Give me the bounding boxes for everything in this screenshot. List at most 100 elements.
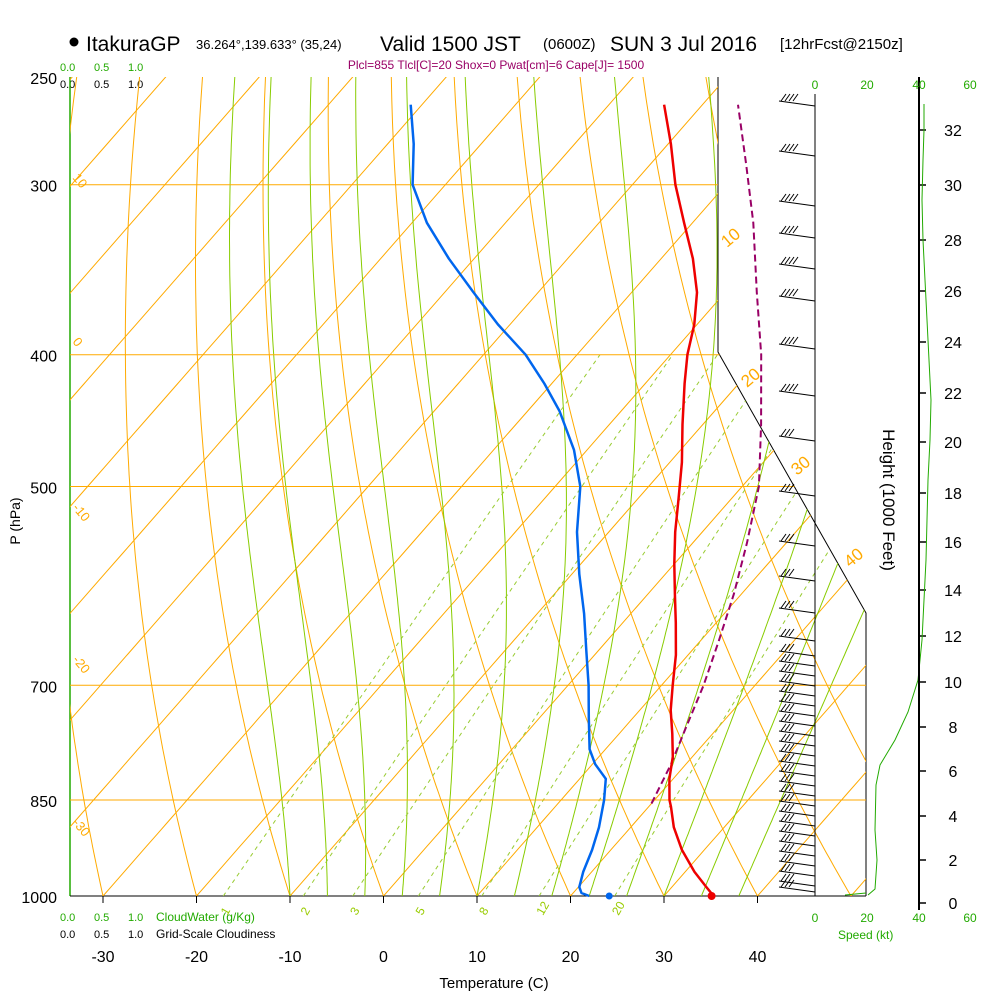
wind-barb [778,713,816,727]
mixing-ratio-line [614,354,866,896]
isotherm-line [383,77,866,896]
moist-adiabat-line [551,77,637,896]
cloudwater-tick-top: 0.5 [94,62,109,74]
dry-adiabat-line [514,77,774,896]
height-tick-label: 10 [944,675,962,692]
height-tick-label: 2 [949,853,958,870]
parcel-line [650,104,763,804]
pressure-tick-label: 850 [30,794,57,811]
temperature-tick-label: 20 [562,949,580,966]
isotherm-line [70,77,375,896]
moist-adiabat-line [406,77,455,896]
height-tick-label: 14 [944,583,962,600]
height-tick-label: 24 [944,335,962,352]
cloudiness-tick-bottom: 1.0 [128,929,143,941]
isotherm-label: -20 [70,652,94,676]
speed-tick-bottom: 20 [860,911,874,925]
speed-tick-bottom: 0 [812,911,819,925]
height-tick-label: 8 [949,720,958,737]
wind-barb [778,483,816,497]
wind-barb [778,879,816,893]
temperature-tick-label: 10 [468,949,486,966]
wind-barb [778,873,816,887]
wind-barb [778,703,816,717]
isotherm-label: 10 [717,224,744,251]
mixing-ratio-label: 2 [298,904,314,917]
isotherm-line [70,77,749,896]
surface-dewpoint-marker [605,892,613,900]
cloud-scale-top: 0.0 0.5 1.0 0.0 0.5 1.0 [60,62,143,91]
speed-scale: 0 20 40 60 0 20 40 60 Speed (kt) [812,78,977,942]
dry-adiabat-line [124,77,205,896]
moist-adiabat-line [355,77,408,896]
mixing-ratio-label: 3 [347,904,363,917]
wind-barb [778,533,816,547]
wind-barb [778,383,816,397]
cloudiness-tick-top: 0.5 [94,79,109,91]
isotherm-line [70,77,562,896]
speed-tick-top: 40 [912,78,926,92]
wind-speed-line [844,892,867,896]
wind-barb [778,833,816,847]
wind-barb [778,143,816,157]
cloudwater-label: CloudWater (g/Kg) [156,910,255,924]
isotherm-line [663,77,866,896]
dry-adiabat-line [195,77,300,896]
thermo-grid [0,53,866,925]
moist-adiabat-line [700,77,866,896]
moist-adiabat-line [588,77,718,896]
wind-barb [778,653,816,667]
moist-adiabat-line [229,77,291,896]
forecast-date: SUN 3 Jul 2016 [610,33,757,56]
moist-adiabat-line [309,77,367,896]
moist-adiabat-line [267,77,328,896]
moist-adiabat-line [663,77,866,896]
dry-adiabat-line [452,77,679,896]
temperature-line [662,104,715,897]
dry-adiabat-line [0,53,18,925]
wind-barb [778,693,816,707]
cloudwater-tick-bottom: 0.0 [60,912,75,924]
speed-tick-bottom: 60 [963,911,977,925]
isotherm-label: -10 [70,500,94,524]
height-tick-label: 16 [944,535,962,552]
mixing-ratio-line [222,354,601,896]
cloudwater-tick-bottom: 0.5 [94,912,109,924]
isotherm-line [102,77,842,896]
wind-barb [778,823,816,837]
speed-tick-top: 0 [812,78,819,92]
wind-barb [778,336,816,350]
wind-barb [778,193,816,207]
isotherm-label: 40 [840,544,867,571]
moist-adiabat-line [513,77,567,896]
dry-adiabat-line [327,77,490,896]
wind-barb [778,793,816,807]
wind-barb [778,643,816,657]
sounding-profiles [409,104,763,900]
pressure-tick-label: 250 [30,71,57,88]
speed-tick-bottom: 40 [912,911,926,925]
isotherm-line [70,77,188,896]
temperature-tick-label: -30 [91,949,114,966]
wind-barb [778,743,816,757]
cloud-scale-bottom: 0.0 0.5 1.0 CloudWater (g/Kg) 0.0 0.5 1.… [60,910,275,941]
height-tick-label: 12 [944,629,962,646]
mixing-ratio-line [538,354,866,896]
wind-barb [778,803,816,817]
wind-barb [778,256,816,270]
isotherm-line [70,77,468,896]
height-tick-label: 22 [944,386,962,403]
wind-barb [778,813,816,827]
cloudwater-tick-top: 1.0 [128,62,143,74]
isotherm-line [850,77,866,896]
wind-barb [778,853,816,867]
wind-barb [778,843,816,857]
forecast-info: [12hrFcst@2150z] [780,36,903,53]
wind-barb [778,628,816,642]
station-name: ItakuraGP [86,33,181,56]
wind-barb [778,863,816,877]
wind-barb [778,663,816,677]
wind-barb [778,753,816,767]
